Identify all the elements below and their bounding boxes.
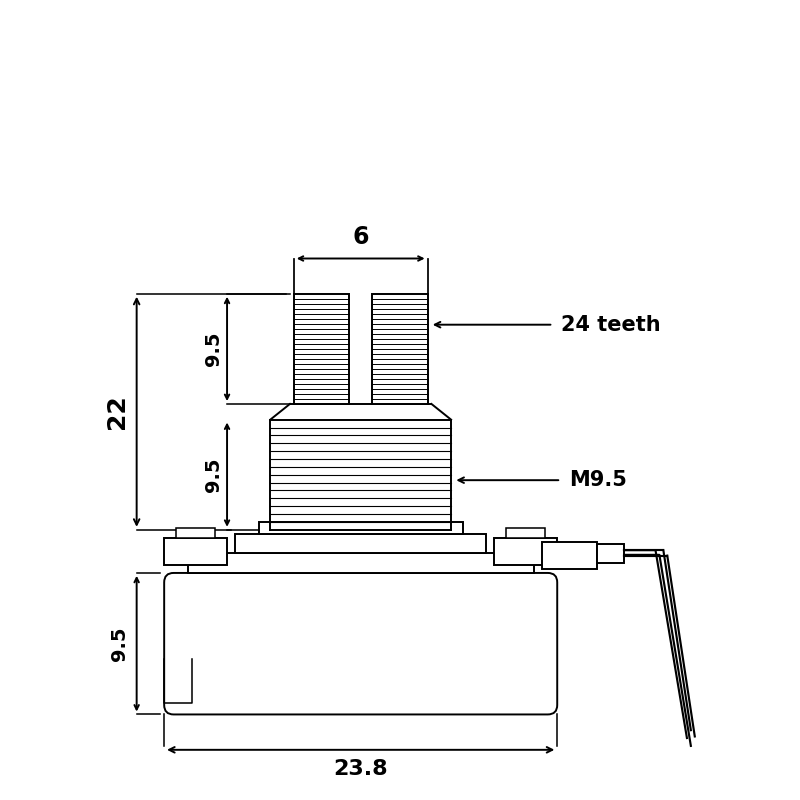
Bar [294,294,349,404]
Bar [176,528,215,538]
Bar [235,534,486,554]
Bar [164,538,227,565]
Bar [188,554,534,573]
Text: 23.8: 23.8 [334,759,388,779]
Bar [494,538,558,565]
FancyBboxPatch shape [164,573,558,714]
Text: M9.5: M9.5 [569,470,627,490]
Bar [506,528,546,538]
Text: 6: 6 [353,225,369,249]
Text: 22: 22 [105,394,129,429]
Bar [597,544,624,562]
Text: 9.5: 9.5 [204,332,223,366]
Bar [373,294,427,404]
Bar [542,542,597,569]
Text: 9.5: 9.5 [110,626,129,661]
Text: 24 teeth: 24 teeth [561,314,661,334]
Bar [258,522,463,534]
Text: 9.5: 9.5 [204,458,223,492]
